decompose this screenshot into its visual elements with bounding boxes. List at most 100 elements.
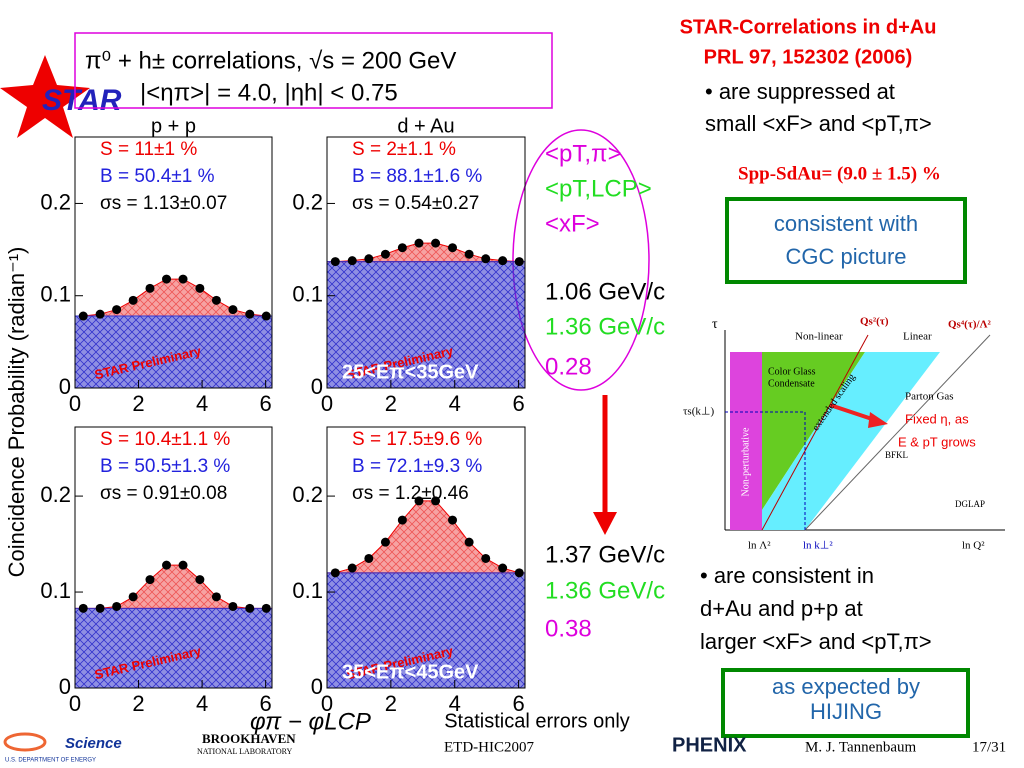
data-point: [261, 603, 271, 613]
box-text: HIJING: [810, 699, 882, 724]
value-text: 0.28: [545, 353, 592, 380]
data-point: [245, 603, 255, 613]
data-point: [498, 563, 508, 573]
background-fill: [75, 316, 272, 388]
bullet: d+Au and p+p at: [700, 596, 863, 621]
diagram-text: Non-linear: [795, 331, 843, 343]
data-point: [498, 256, 508, 266]
data-point: [228, 601, 238, 611]
footer: 17/31: [972, 739, 1006, 755]
star-icon: [0, 55, 90, 138]
plot-frame: [74, 136, 273, 389]
data-point: [364, 254, 374, 264]
region: [762, 352, 940, 530]
y-tick-label: 0.2: [40, 482, 71, 507]
footer: ETD-HIC2007: [444, 739, 534, 755]
value-text: 0.38: [545, 615, 592, 642]
header: π⁰ + h± correlations, √s = 200 GeV: [85, 47, 456, 74]
data-point: [162, 560, 172, 570]
diagram-text: ln k⊥²: [803, 540, 833, 552]
arrow-head: [868, 412, 888, 428]
data-point: [431, 496, 441, 506]
data-point: [380, 537, 390, 547]
data-point: [78, 311, 88, 321]
bullet: larger <xF> and <pT,π>: [700, 629, 932, 654]
data-point: [414, 496, 424, 506]
data-point: [448, 515, 458, 525]
x-tick-label: 0: [69, 391, 81, 416]
value-text: 1.06 GeV/c: [545, 278, 665, 305]
signal-fill: [327, 500, 525, 574]
y-tick-label: 0: [59, 674, 71, 699]
data-point: [464, 249, 474, 259]
panel-title: d + Au: [397, 115, 454, 137]
diagram-text: BFKL: [885, 450, 908, 460]
x-tick-label: 4: [449, 391, 461, 416]
data-point: [481, 553, 491, 563]
diagram-text: Condensate: [768, 378, 815, 389]
region: [730, 352, 762, 530]
legend: <xF>: [545, 210, 600, 237]
fit-result: S = 10.4±1.1 %: [100, 429, 230, 450]
diagram-text: Fixed η, as: [905, 411, 969, 426]
diagram-text: ln Λ²: [748, 540, 771, 552]
background-fill: [327, 261, 525, 388]
y-tick-label: 0.1: [40, 282, 71, 307]
data-point: [112, 601, 122, 611]
box-text: consistent with: [774, 211, 918, 236]
x-tick-label: 4: [196, 691, 208, 716]
data-point: [364, 553, 374, 563]
data-point: [347, 256, 357, 266]
y-tick-label: 0.2: [292, 482, 323, 507]
signal-fill: [75, 278, 272, 317]
fit-result: B = 50.4±1 %: [100, 166, 215, 187]
data-point: [464, 537, 474, 547]
data-point: [145, 283, 155, 293]
fit-result: B = 72.1±9.3 %: [352, 456, 482, 477]
x-axis-label: φπ − φLCP: [250, 708, 371, 735]
data-point: [178, 274, 188, 284]
data-point: [380, 249, 390, 259]
fit-result: B = 50.5±1.3 %: [100, 456, 230, 477]
data-point: [448, 243, 458, 253]
data-point: [228, 305, 238, 315]
data-point: [178, 560, 188, 570]
diagram-text: Qs⁴(τ)/Λ²: [948, 319, 991, 331]
arrow: [829, 403, 876, 422]
data-point: [128, 592, 138, 602]
energy-label: 25<Eπ<35GeV: [342, 361, 479, 383]
plot-frame: [326, 426, 526, 689]
x-tick-label: 6: [512, 391, 524, 416]
box-text: CGC picture: [785, 244, 906, 269]
diagram-text: Linear: [903, 331, 932, 343]
data-point: [95, 309, 105, 319]
x-tick-label: 2: [132, 691, 144, 716]
panel-title: p + p: [151, 115, 196, 137]
x-tick-label: 4: [449, 691, 461, 716]
title: STAR-Correlations in d+Au: [680, 16, 937, 38]
fit-result: σs = 0.54±0.27: [352, 193, 479, 214]
fit-result: σs = 0.91±0.08: [100, 483, 227, 504]
data-point: [211, 295, 221, 305]
title: PRL 97, 152302 (2006): [704, 46, 913, 68]
data-point: [78, 603, 88, 613]
diagram-text: E & pT grows: [898, 434, 976, 449]
diagram: τ Non-linear Linear Qs²(τ) Qs⁴(τ)/Λ² Col…: [683, 316, 1005, 552]
logo: STAR: [42, 84, 122, 117]
arrow-head: [593, 512, 617, 535]
fit-result: σs = 1.13±0.07: [100, 193, 227, 214]
diagram-text: Qs²(τ): [860, 316, 889, 328]
y-tick-label: 0.1: [292, 282, 323, 307]
value-text: 1.36 GeV/c: [545, 313, 665, 340]
signal-fill: [75, 564, 272, 609]
data-point: [514, 257, 524, 267]
data-point: [330, 568, 340, 578]
data-point: [95, 603, 105, 613]
x-tick-label: 6: [260, 691, 272, 716]
data-point: [112, 305, 122, 315]
fit-result: σs = 1.2±0.46: [352, 483, 469, 504]
footer: BROOKHAVEN: [202, 731, 296, 746]
doe-logo: [3, 732, 47, 752]
value-text: 1.36 GeV/c: [545, 577, 665, 604]
x-tick-label: 6: [260, 391, 272, 416]
